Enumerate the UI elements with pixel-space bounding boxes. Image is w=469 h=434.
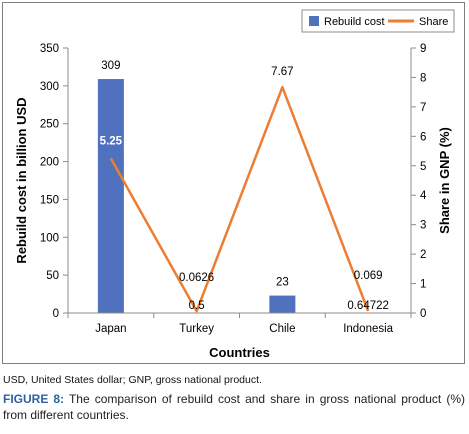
x-tick-label: Chile: [269, 323, 295, 335]
y2-tick-label: 0: [420, 308, 426, 320]
figure-footnote: USD, United States dollar; GNP, gross na…: [3, 374, 262, 386]
y2-axis-title: Share in GNP (%): [437, 127, 452, 234]
legend-swatch-bar: [309, 16, 319, 26]
y-tick-label: 0: [53, 308, 59, 320]
legend-box: [301, 9, 455, 33]
share-line: [109, 85, 370, 313]
caption-text: The comparison of rebuild cost and share…: [3, 392, 466, 422]
y2-tick-label: 1: [420, 279, 426, 291]
y2-tick-label: 8: [420, 72, 426, 84]
y-tick-label: 300: [40, 81, 59, 93]
caption-label: FIGURE 8:: [3, 392, 65, 406]
y2-tick-label: 7: [420, 102, 426, 114]
x-axis-title: Countries: [209, 345, 270, 360]
y2-tick-label: 2: [420, 249, 426, 261]
bars-layer: [97, 79, 382, 314]
bar-value-label: 0.64722: [347, 300, 389, 312]
labels-layer: 309 0.5 23 0.64722 5.25 0.0626 7.67 0.069: [100, 60, 389, 312]
y-axis-title: Rebuild cost in billion USD: [14, 97, 29, 263]
y-tick-label: 350: [40, 43, 59, 55]
line-value-label: 0.069: [354, 270, 383, 282]
bar-chile: [269, 295, 296, 313]
y-tick-label: 250: [40, 119, 59, 131]
y2-tick-label: 3: [420, 220, 426, 232]
figure-frame: [2, 2, 465, 364]
y2-tick-label: 5: [420, 161, 426, 173]
line-value-label: 0.0626: [179, 272, 214, 284]
legend: Rebuild cost Share: [301, 9, 455, 33]
legend-label-bar: Rebuild cost: [324, 16, 385, 28]
line-value-label: 5.25: [100, 135, 123, 147]
x-tick-label: Indonesia: [343, 323, 393, 335]
figure-caption: FIGURE 8: The comparison of rebuild cost…: [3, 391, 465, 423]
y-tick-label: 100: [40, 232, 59, 244]
bar-value-label: 0.5: [189, 300, 205, 312]
bar-value-label: 23: [276, 277, 289, 289]
y-tick-label: 150: [40, 194, 59, 206]
legend-label-line: Share: [419, 16, 448, 28]
line-layer: [109, 85, 370, 313]
x-tick-label: Turkey: [179, 323, 214, 335]
y-tick-label: 200: [40, 157, 59, 169]
x-tick-label: Japan: [95, 323, 126, 335]
y2-tick-label: 4: [420, 190, 427, 202]
bar-value-label: 309: [101, 60, 120, 72]
bar-japan: [97, 79, 124, 314]
y2-tick-label: 6: [420, 131, 426, 143]
line-value-label: 7.67: [271, 66, 293, 78]
y2-tick-label: 9: [420, 43, 426, 55]
y-tick-label: 50: [46, 270, 59, 282]
